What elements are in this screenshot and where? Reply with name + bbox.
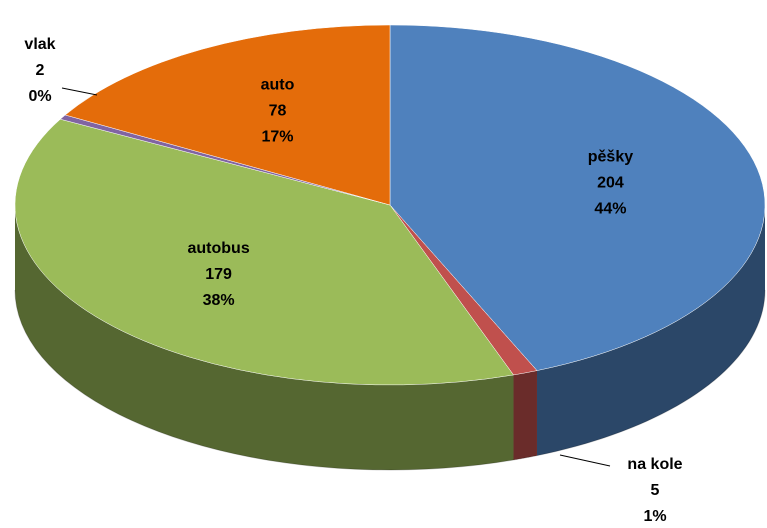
pie-tops bbox=[14, 24, 766, 386]
slice-value: 78 bbox=[269, 103, 287, 120]
pie-slice bbox=[64, 24, 391, 206]
slice-value: 5 bbox=[651, 482, 660, 499]
leader-line bbox=[559, 454, 611, 467]
slice-label: vlak bbox=[24, 36, 55, 53]
slice-percent: 17% bbox=[261, 129, 293, 146]
pie-sides bbox=[14, 205, 766, 471]
pie-labels: pěšky 204 44% na kole 5 1% autobus 179 38% vlak 2 0… bbox=[24, 36, 682, 525]
slice-value: 204 bbox=[597, 175, 624, 192]
pie-side bbox=[513, 370, 537, 460]
slice-value: 2 bbox=[36, 62, 45, 79]
pie-side bbox=[15, 205, 514, 470]
slice-label: pěšky bbox=[588, 149, 633, 166]
slice-label: auto bbox=[261, 77, 295, 94]
slice-percent: 44% bbox=[594, 201, 626, 218]
pie-base-edge bbox=[14, 289, 766, 471]
slice-value: 179 bbox=[205, 266, 232, 283]
slice-percent: 0% bbox=[28, 88, 51, 105]
slice-percent: 1% bbox=[643, 508, 666, 525]
slice-percent: 38% bbox=[203, 292, 235, 309]
leader-line bbox=[61, 87, 98, 96]
slice-label: na kole bbox=[627, 456, 682, 473]
pie-slice bbox=[389, 24, 766, 371]
slice-label: autobus bbox=[188, 240, 250, 257]
pie-side bbox=[536, 205, 765, 456]
pie-slice bbox=[14, 118, 514, 386]
